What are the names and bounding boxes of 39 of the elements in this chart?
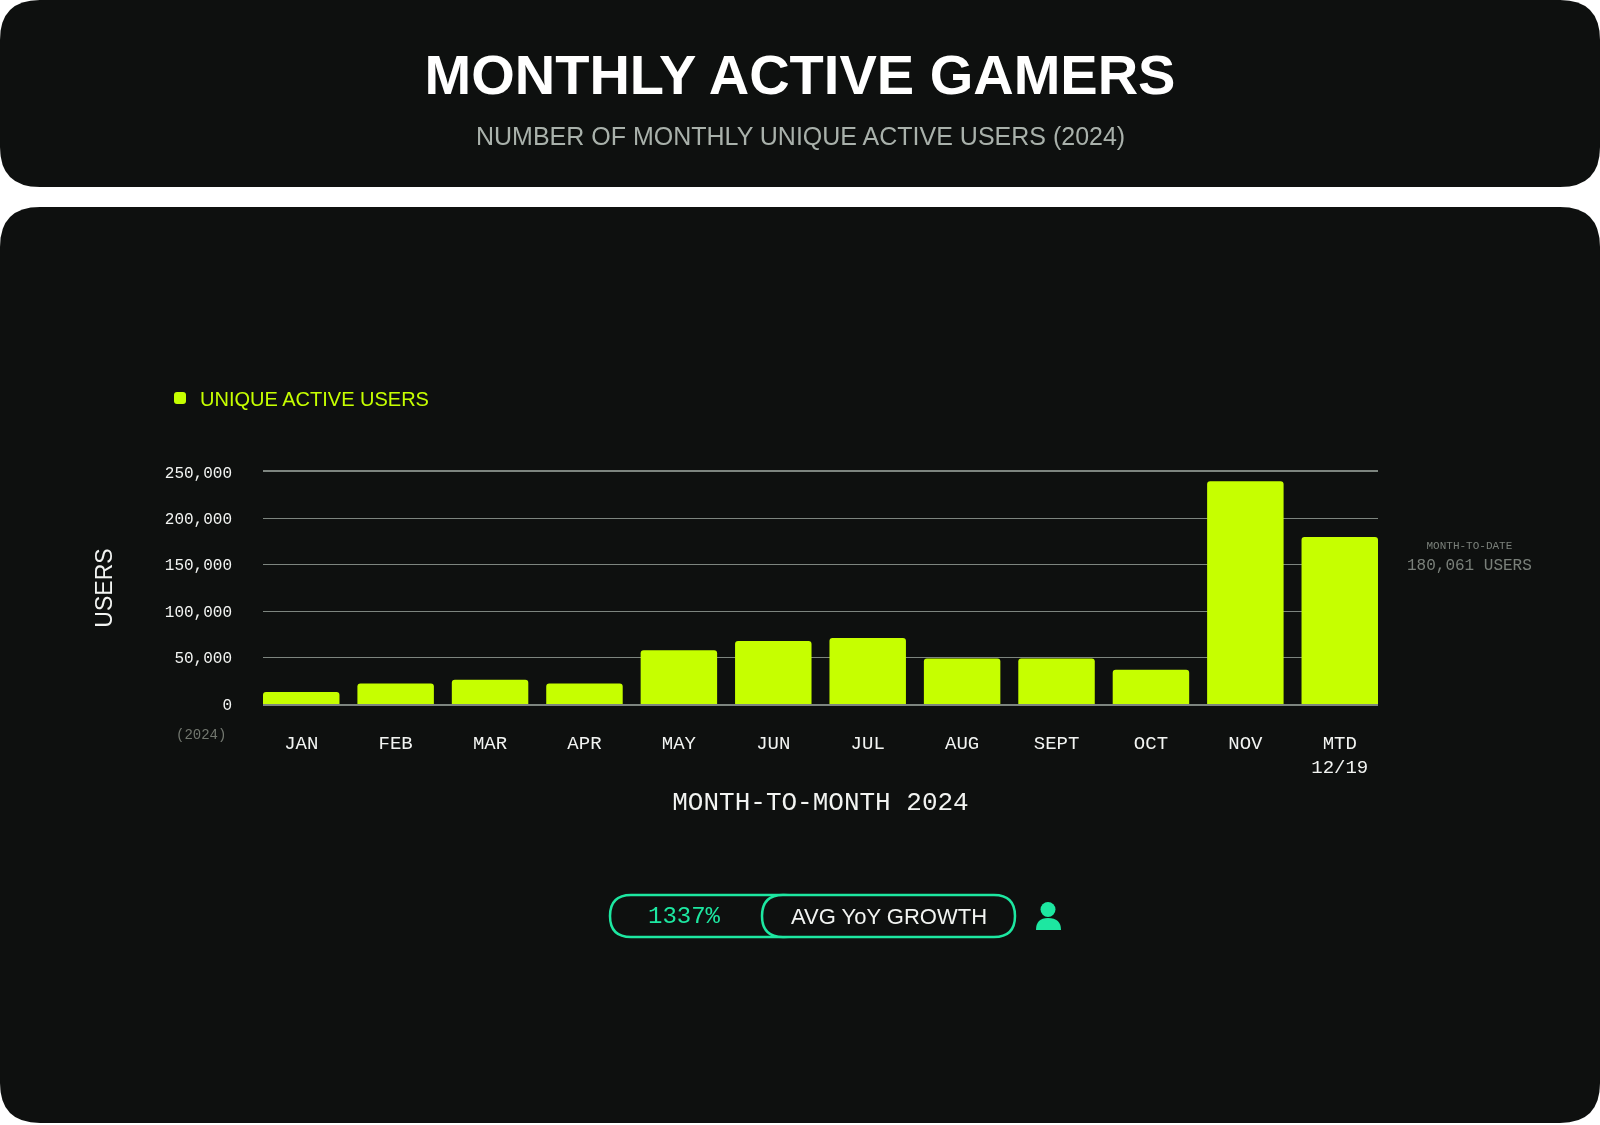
text: (2024) (176, 727, 227, 743)
x-tick-label: AUG (945, 732, 980, 755)
y-tick-label: 0 (222, 696, 232, 715)
y-tick-label: 100,000 (164, 603, 232, 622)
x-tick-label: MAY (661, 732, 697, 755)
text: 1337% (648, 903, 721, 930)
x-tick-label: MTD 12/19 (1311, 732, 1369, 780)
y-tick-label: 50,000 (174, 650, 232, 669)
x-tick-label: OCT (1133, 732, 1169, 755)
chart-subtitle: NUMBER OF MONTHLY UNIQUE ACTIVE USERS (2024) (476, 122, 1126, 150)
bar (1112, 669, 1190, 704)
bar (546, 683, 623, 704)
legend-label: UNIQUE ACTIVE USERS (200, 387, 429, 410)
x-tick-label: NOV (1228, 732, 1264, 755)
bar (923, 658, 1001, 704)
y-axis-title: USERS (91, 548, 118, 628)
x-tick-label: JUL (850, 732, 885, 755)
bar (357, 683, 434, 704)
bar (451, 679, 529, 704)
bar (735, 640, 812, 704)
x-tick-label: APR (567, 732, 602, 755)
bar (263, 691, 340, 704)
x-axis-title: MONTH-TO-MONTH 2024 (672, 788, 969, 819)
bar (1018, 658, 1095, 704)
text: MONTH-TO-DATE 180,061 USERS (1407, 540, 1532, 575)
bar (1301, 536, 1378, 704)
text: AVG YoY GROWTH (791, 904, 988, 929)
y-tick-label: 250,000 (164, 464, 232, 483)
y-tick-label: 200,000 (164, 511, 232, 529)
bar (829, 638, 906, 704)
bar (640, 650, 718, 704)
x-tick-label: MAR (472, 732, 508, 755)
bar (1207, 481, 1284, 704)
chart-title: MONTHLY ACTIVE GAMERS (424, 42, 1176, 106)
x-tick-label: FEB (378, 732, 413, 755)
x-tick-label: JUN (756, 732, 791, 755)
y-tick-label: 150,000 (164, 557, 232, 576)
x-tick-label: SEPT (1033, 732, 1080, 755)
x-tick-label: JAN (284, 732, 319, 755)
